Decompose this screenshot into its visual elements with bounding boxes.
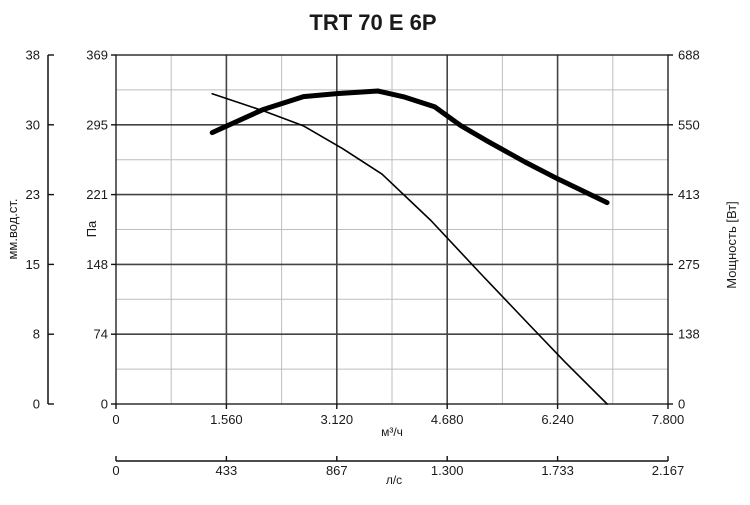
right-tick-label: 138 [678, 327, 700, 342]
outer-left-ticks: 0 8 15 23 30 38 [26, 48, 54, 412]
right-ticks: 0 138 275 413 550 688 [668, 48, 700, 412]
x2-ticks: 0 433 867 1.300 1.733 2.167 [112, 456, 684, 478]
outer-left-tick-label: 0 [33, 397, 40, 412]
inner-left-tick-label: 0 [101, 397, 108, 412]
inner-left-tick-label: 148 [86, 257, 108, 272]
x2-tick-label: 433 [216, 463, 238, 478]
x-axis-label: м³/ч [381, 425, 403, 439]
right-axis-label: Мощность [Вт] [724, 201, 739, 289]
x-tick-label: 3.120 [321, 412, 354, 427]
outer-left-tick-label: 15 [26, 257, 40, 272]
series-layer [209, 88, 610, 405]
inner-left-tick-label: 74 [94, 327, 108, 342]
outer-left-tick-label: 38 [26, 48, 40, 63]
right-tick-label: 550 [678, 117, 700, 132]
x2-tick-label: 1.300 [431, 463, 464, 478]
minor-grid [116, 55, 668, 404]
right-tick-label: 0 [678, 397, 685, 412]
inner-left-tick-label: 369 [86, 48, 108, 63]
x-tick-label: 0 [112, 412, 119, 427]
x-ticks: 0 1.560 3.120 4.680 6.240 7.800 [112, 404, 684, 427]
x-tick-label: 7.800 [652, 412, 685, 427]
inner-left-ticks: 0 74 148 221 295 369 [86, 48, 116, 412]
right-tick-label: 413 [678, 187, 700, 202]
inner-left-tick-label: 295 [86, 117, 108, 132]
outer-left-axis-label: мм.вод.ст. [5, 198, 20, 259]
x2-tick-label: 1.733 [541, 463, 574, 478]
power-curve [209, 88, 610, 206]
x2-tick-label: 867 [326, 463, 348, 478]
major-grid [116, 55, 668, 404]
x2-tick-label: 2.167 [652, 463, 685, 478]
inner-left-axis-label: Па [84, 220, 99, 237]
plot-frame [115, 54, 669, 405]
x2-tick-label: 0 [112, 463, 119, 478]
chart-title: TRT 70 E 6P [309, 10, 436, 35]
secondary-x-axis-label: л/с [386, 473, 402, 487]
outer-left-tick-label: 23 [26, 187, 40, 202]
x-tick-label: 4.680 [431, 412, 464, 427]
right-tick-label: 275 [678, 257, 700, 272]
right-tick-label: 688 [678, 48, 700, 63]
x-tick-label: 1.560 [210, 412, 243, 427]
x-tick-label: 6.240 [541, 412, 574, 427]
inner-left-tick-label: 221 [86, 187, 108, 202]
outer-left-tick-label: 8 [33, 327, 40, 342]
pressure-curve [211, 93, 608, 405]
outer-left-tick-label: 30 [26, 117, 40, 132]
